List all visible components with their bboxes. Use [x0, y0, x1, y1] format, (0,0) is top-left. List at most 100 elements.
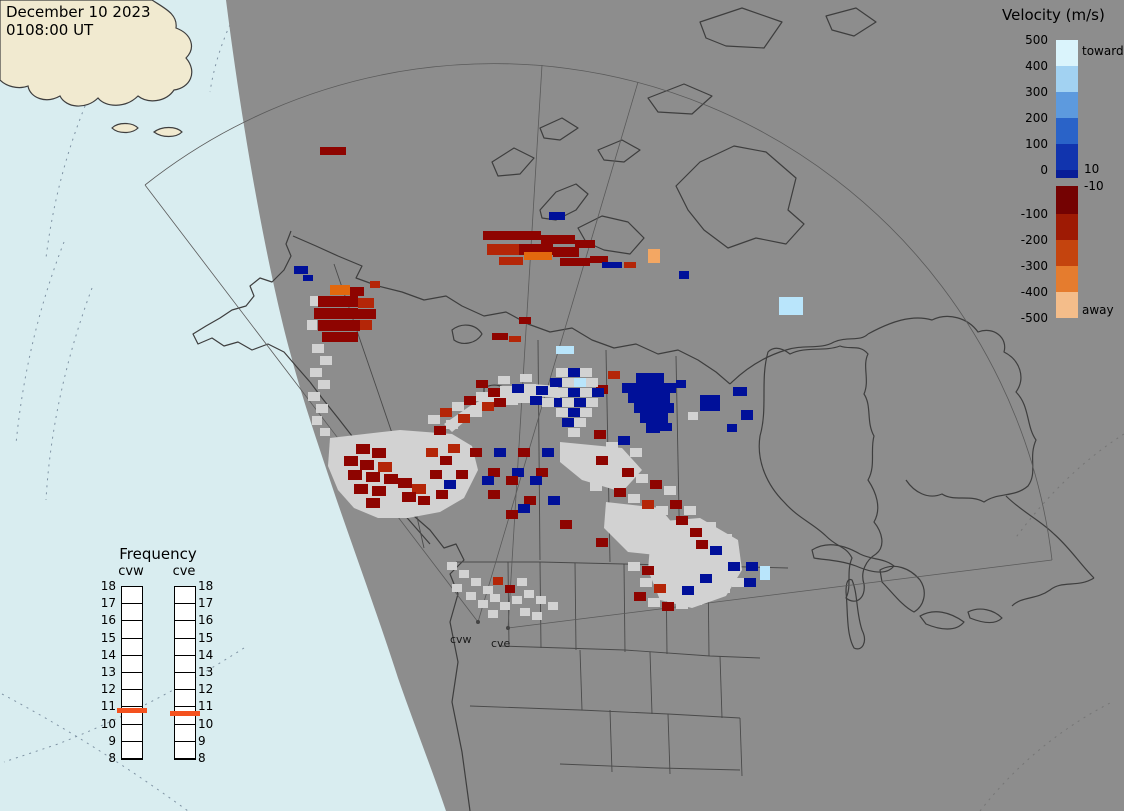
velocity-cell: [436, 490, 448, 499]
velocity-tick-10: 10: [1084, 162, 1100, 176]
velocity-cell: [482, 402, 494, 411]
velocity-cell: [622, 468, 634, 477]
velocity-cell: [316, 404, 328, 413]
velocity-cell: [727, 424, 737, 432]
velocity-cell: [492, 333, 508, 340]
velocity-cell: [656, 572, 668, 581]
quebec-labrador-coast: [867, 315, 1037, 503]
velocity-cell: [696, 540, 708, 549]
velocity-cell: [636, 474, 648, 483]
velocity-cell: [470, 448, 482, 457]
frequency-bar-cvw: [117, 586, 147, 760]
velocity-cell: [676, 516, 688, 525]
colorbar-segment-away: [1056, 240, 1078, 266]
frequency-tick-label: 9: [108, 733, 116, 748]
velocity-cell: [634, 403, 648, 413]
velocity-cell: [519, 317, 531, 324]
velocity-cell: [562, 378, 574, 387]
frequency-tick-label: 18: [100, 579, 116, 593]
velocity-cell: [562, 398, 574, 407]
frequency-column-cvw: cvw: [118, 564, 144, 579]
devon-island: [647, 83, 713, 115]
velocity-cell: [524, 590, 534, 598]
velocity-cell: [506, 476, 518, 485]
velocity-cell: [307, 320, 317, 330]
colorbar-segment-away: [1056, 186, 1078, 214]
island-small-2: [152, 126, 183, 138]
velocity-cell: [642, 500, 654, 509]
velocity-cell: [679, 271, 689, 279]
nightside-region: [226, 0, 1124, 811]
velocity-cell: [650, 373, 664, 383]
lake-huron: [879, 565, 925, 613]
velocity-cell: [628, 393, 642, 403]
velocity-cell: [464, 396, 476, 405]
banks-island: [539, 183, 589, 221]
velocity-cell: [520, 374, 532, 382]
velocity-cell: [646, 423, 660, 433]
island-small-1: [111, 122, 139, 134]
velocity-cell: [334, 308, 358, 319]
velocity-cell: [452, 584, 462, 592]
velocity-cell: [518, 504, 530, 513]
toward-label: toward: [1082, 44, 1124, 58]
frequency-cell: [175, 673, 195, 691]
velocity-cell: [330, 285, 350, 295]
great-bear-lake: [451, 324, 483, 344]
velocity-cell: [372, 486, 386, 496]
velocity-cell: [320, 356, 332, 365]
frequency-cell: [175, 604, 195, 622]
velocity-cell: [654, 584, 666, 593]
velocity-cell: [536, 468, 548, 477]
velocity-cell: [314, 308, 334, 319]
velocity-cell: [322, 332, 342, 342]
frequency-tick-label: 8: [198, 751, 206, 765]
velocity-cell: [476, 380, 488, 388]
velocity-cell: [728, 562, 740, 571]
velocity-cell: [312, 344, 324, 353]
velocity-cell: [428, 415, 440, 424]
chukotka-landmass: [0, 0, 193, 107]
velocity-cell: [310, 296, 318, 306]
velocity-cell: [444, 480, 456, 489]
velocity-cell: [560, 258, 590, 266]
colorbar-segment-toward: [1056, 170, 1078, 178]
velocity-cell: [366, 472, 380, 482]
frequency-cell: [175, 656, 195, 673]
frequency-marker: [170, 710, 200, 716]
velocity-cell: [490, 594, 500, 602]
frequency-cell: [175, 690, 195, 708]
hudson-bay: [758, 345, 883, 602]
frequency-tick-label: 16: [198, 613, 214, 628]
velocity-cell: [430, 470, 442, 479]
frequency-cell: [175, 587, 195, 605]
velocity-cell: [662, 602, 674, 611]
radar-sites: [476, 620, 510, 630]
frequency-tick-label: 15: [198, 630, 214, 645]
velocity-cell: [624, 262, 636, 268]
velocity-cell: [568, 408, 580, 417]
frequency-cell: [122, 707, 142, 725]
velocity-cell: [614, 488, 626, 497]
velocity-legend-title: Velocity (m/s): [1002, 6, 1105, 24]
velocity-cell: [542, 448, 554, 457]
frequency-cell: [122, 639, 142, 656]
velocity-cell: [470, 408, 482, 417]
velocity-cell: [520, 608, 530, 616]
velocity-cell: [634, 592, 646, 601]
velocity-cell: [560, 520, 572, 529]
frequency-cell: [122, 656, 142, 673]
velocity-cell: [517, 578, 527, 586]
velocity-cell: [530, 396, 542, 405]
velocity-cell: [568, 388, 580, 397]
velocity-cell: [336, 296, 358, 307]
time-label: 0108:00 UT: [6, 21, 94, 39]
island-west: [491, 147, 535, 177]
radar-fov-lines: [144, 63, 1053, 629]
frequency-tick-label: 10: [198, 716, 214, 731]
frequency-cell: [175, 707, 195, 725]
st-lawrence: [1005, 495, 1095, 607]
velocity-cell: [676, 600, 688, 609]
velocity-cell: [590, 256, 608, 263]
velocity-cell: [586, 398, 598, 407]
